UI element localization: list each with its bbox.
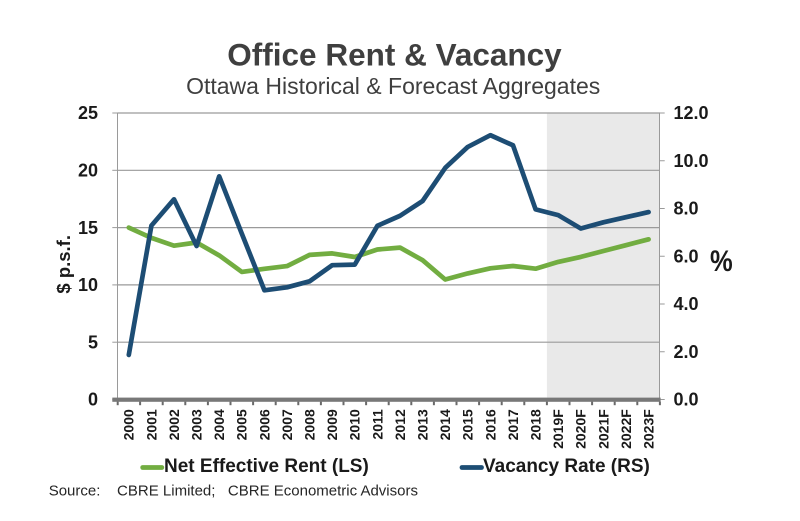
svg-text:2014: 2014 (437, 409, 453, 440)
svg-text:2019F: 2019F (550, 409, 566, 449)
svg-text:10: 10 (78, 275, 98, 295)
svg-text:25: 25 (78, 103, 98, 123)
svg-text:2001: 2001 (143, 409, 159, 440)
svg-text:2013: 2013 (415, 409, 431, 440)
svg-text:12.0: 12.0 (674, 103, 709, 123)
svg-text:2018: 2018 (528, 409, 544, 440)
svg-text:2011: 2011 (369, 409, 385, 440)
svg-text:8.0: 8.0 (674, 199, 699, 219)
svg-text:$ p.s.f.: $ p.s.f. (53, 235, 74, 294)
svg-text:2010: 2010 (347, 409, 363, 440)
svg-text:2007: 2007 (279, 409, 295, 440)
svg-text:2023F: 2023F (641, 409, 657, 449)
svg-text:2020F: 2020F (573, 409, 589, 449)
svg-text:%: % (710, 244, 733, 277)
svg-text:2016: 2016 (482, 409, 498, 440)
svg-text:2005: 2005 (234, 409, 250, 440)
svg-text:10.0: 10.0 (674, 151, 709, 171)
svg-text:2012: 2012 (392, 409, 408, 440)
svg-text:0: 0 (88, 390, 98, 410)
svg-text:Vacancy Rate (RS): Vacancy Rate (RS) (483, 456, 650, 477)
svg-text:2021F: 2021F (595, 409, 611, 449)
svg-text:6.0: 6.0 (674, 247, 699, 267)
svg-text:0.0: 0.0 (674, 390, 699, 410)
svg-text:2008: 2008 (302, 409, 318, 440)
svg-text:5: 5 (88, 332, 98, 352)
svg-text:2000: 2000 (121, 409, 137, 440)
svg-text:2.0: 2.0 (674, 342, 699, 362)
svg-text:2004: 2004 (211, 409, 227, 440)
svg-text:2002: 2002 (166, 409, 182, 440)
svg-text:4.0: 4.0 (674, 294, 699, 314)
svg-text:Ottawa Historical & Forecast A: Ottawa Historical & Forecast Aggregates (186, 73, 600, 99)
svg-text:Net Effective Rent (LS): Net Effective Rent (LS) (164, 456, 369, 477)
svg-text:2003: 2003 (189, 409, 205, 440)
svg-text:Source: CBRE Limited; CBR: Source: CBRE Limited; CBRE Econometric A… (49, 482, 418, 499)
svg-text:2015: 2015 (460, 409, 476, 440)
svg-text:15: 15 (78, 218, 98, 238)
svg-text:Office Rent & Vacancy: Office Rent & Vacancy (227, 36, 562, 72)
svg-text:2009: 2009 (324, 409, 340, 440)
svg-text:20: 20 (78, 161, 98, 181)
svg-text:2006: 2006 (256, 409, 272, 440)
svg-text:2022F: 2022F (618, 409, 634, 449)
svg-text:2017: 2017 (505, 409, 521, 440)
